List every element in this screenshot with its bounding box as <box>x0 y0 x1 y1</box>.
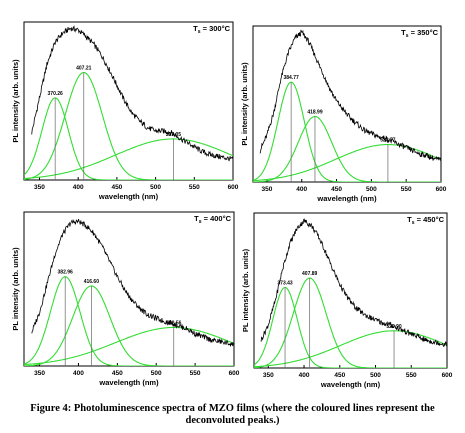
deconvoluted-peak-2 <box>253 115 441 182</box>
peak-label-1: 373.43 <box>277 280 293 286</box>
peak-label-1: 370.26 <box>48 91 64 97</box>
deconvoluted-peak-1 <box>24 97 233 180</box>
peak-label-3: 522.56 <box>166 321 182 327</box>
plot-curves <box>253 29 441 182</box>
peak-label-3: 523.77 <box>380 138 396 144</box>
x-tick-label: 600 <box>229 370 240 377</box>
peak-label-3: 525.90 <box>386 324 402 330</box>
deconvoluted-peak-1 <box>24 276 234 366</box>
chart-panel-2: 350 400 450 500 550 600 wavelength (nm) PL inte… <box>240 25 447 203</box>
chart-panel-4: 350 400 450 500 550 600 wavelength (nm) PL inte… <box>241 212 453 389</box>
x-tick-label: 500 <box>370 372 381 379</box>
x-tick-label: 550 <box>406 372 417 379</box>
temperature-annotation: Ts = 400°C <box>194 214 231 225</box>
x-tick-label: 450 <box>334 372 345 379</box>
plot-frame <box>23 211 235 367</box>
figure-caption: Figure 4: Photoluminescence spectra of M… <box>14 403 451 427</box>
plot-frame <box>252 25 442 183</box>
x-axis-label: wavelength (nm) <box>316 194 377 203</box>
measured-spectrum <box>260 218 447 348</box>
deconvoluted-peak-3 <box>253 144 441 182</box>
x-axis-label: wavelength (nm) <box>98 378 159 387</box>
deconvoluted-peak-3 <box>254 330 447 368</box>
plot-curves <box>24 218 234 366</box>
x-tick-label: 600 <box>436 186 447 193</box>
x-tick-label: 450 <box>111 184 122 191</box>
x-tick-label: 500 <box>150 184 161 191</box>
deconvoluted-peak-2 <box>254 277 447 368</box>
caption-line-2: deconvoluted peaks.) <box>185 415 280 426</box>
measured-spectrum <box>259 29 441 162</box>
x-tick-label: 550 <box>189 184 200 191</box>
x-tick-label: 350 <box>263 372 274 379</box>
x-axis-label: wavelength (nm) <box>98 192 159 201</box>
x-tick-label: 450 <box>331 186 342 193</box>
x-tick-label: 400 <box>73 370 84 377</box>
peak-label-1: 384.77 <box>283 75 299 81</box>
peak-label-1: 382.96 <box>58 270 74 276</box>
chart-panel-1: 350 400 450 500 550 600 wavelength (nm) PL inte… <box>11 21 239 201</box>
x-tick-label: 600 <box>442 372 453 379</box>
x-tick-label: 350 <box>261 186 272 193</box>
x-tick-label: 400 <box>296 186 307 193</box>
x-tick-label: 600 <box>228 184 239 191</box>
peak-label-2: 418.99 <box>307 109 323 115</box>
x-tick-label: 500 <box>151 370 162 377</box>
deconvoluted-peak-3 <box>24 326 234 366</box>
x-tick-label: 350 <box>34 184 45 191</box>
x-tick-label: 350 <box>34 370 45 377</box>
caption-line-1: Figure 4: Photoluminescence spectra of M… <box>30 403 435 414</box>
y-axis-label: PL intensity (arb. units) <box>11 59 20 143</box>
x-tick-label: 550 <box>190 370 201 377</box>
y-axis-label: PL intensity (arb. units) <box>241 248 250 332</box>
y-axis-label: PL intensity (arb. units) <box>240 62 249 146</box>
temperature-annotation: Ts = 350°C <box>401 28 438 39</box>
x-tick-label: 550 <box>401 186 412 193</box>
deconvoluted-peak-2 <box>24 72 233 180</box>
deconvoluted-peak-2 <box>24 285 234 366</box>
peak-label-2: 416.60 <box>84 279 100 285</box>
plot-curves <box>24 25 233 180</box>
peak-label-2: 407.21 <box>76 66 92 72</box>
deconvoluted-peak-1 <box>254 286 447 368</box>
peak-label-2: 407.89 <box>302 271 318 277</box>
x-tick-label: 400 <box>299 372 310 379</box>
x-tick-label: 500 <box>366 186 377 193</box>
deconvoluted-peak-1 <box>253 81 441 182</box>
x-tick-label: 400 <box>73 184 84 191</box>
x-axis-label: wavelength (nm) <box>320 380 381 389</box>
plot-curves <box>254 218 447 368</box>
chart-panel-3: 350 400 450 500 550 600 wavelength (nm) PL inte… <box>11 211 240 387</box>
deconvoluted-peak-3 <box>24 138 233 180</box>
x-tick-label: 450 <box>112 370 123 377</box>
y-axis-label: PL intensity (arb. units) <box>11 247 20 331</box>
measured-spectrum <box>31 218 234 347</box>
peak-label-3: 523.05 <box>166 132 182 138</box>
measured-spectrum <box>31 25 233 162</box>
temperature-annotation: Ts = 300°C <box>193 24 230 35</box>
temperature-annotation: Ts = 450°C <box>407 215 444 226</box>
